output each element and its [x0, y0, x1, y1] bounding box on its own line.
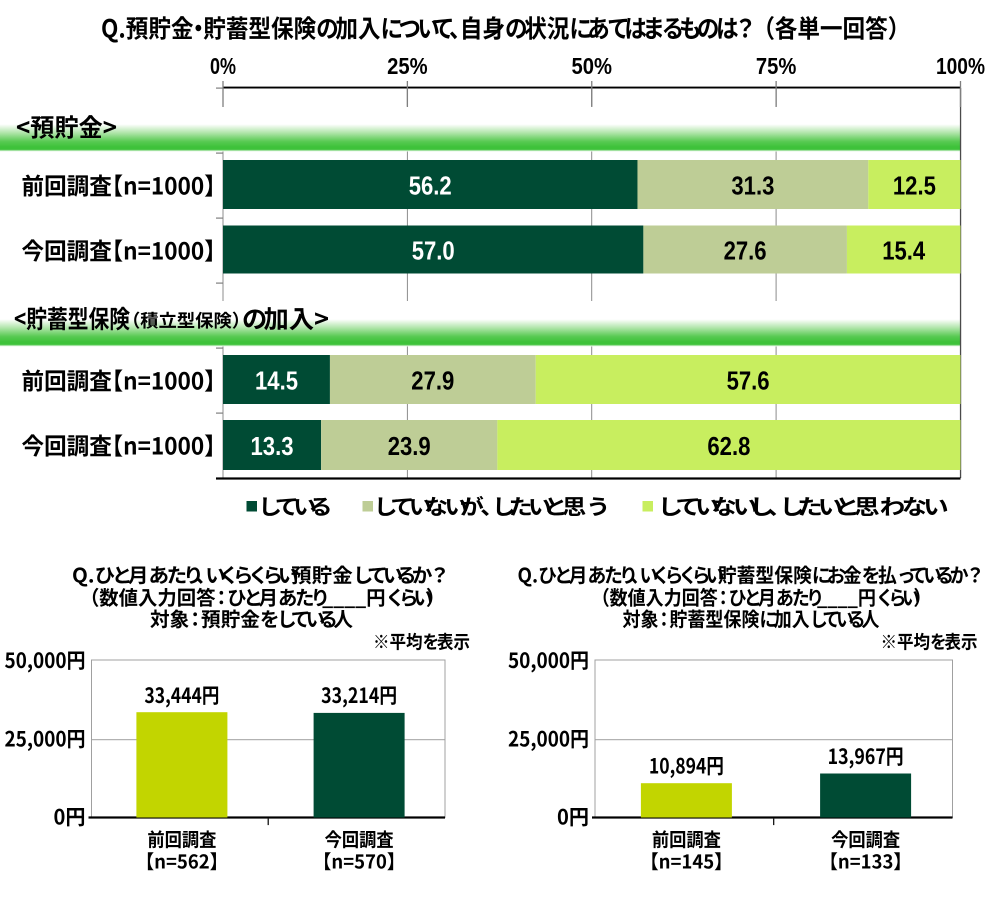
svg-text:57.0: 57.0	[412, 238, 455, 266]
svg-text:14.5: 14.5	[255, 368, 298, 396]
svg-text:23.9: 23.9	[388, 433, 431, 461]
svg-text:13.3: 13.3	[251, 433, 294, 461]
svg-text:57.6: 57.6	[727, 368, 770, 396]
svg-text:15.4: 15.4	[882, 238, 926, 266]
svg-text:100%: 100%	[936, 53, 985, 79]
svg-text:75%: 75%	[756, 53, 797, 79]
svg-text:62.8: 62.8	[707, 433, 750, 461]
svg-text:50%: 50%	[572, 53, 613, 79]
svg-text:12.5: 12.5	[893, 173, 936, 201]
svg-text:0%: 0%	[210, 53, 236, 79]
svg-text:25%: 25%	[387, 53, 428, 79]
svg-text:31.3: 31.3	[731, 173, 774, 201]
svg-text:27.9: 27.9	[411, 368, 454, 396]
svg-text:56.2: 56.2	[409, 173, 452, 201]
svg-text:27.6: 27.6	[724, 238, 767, 266]
